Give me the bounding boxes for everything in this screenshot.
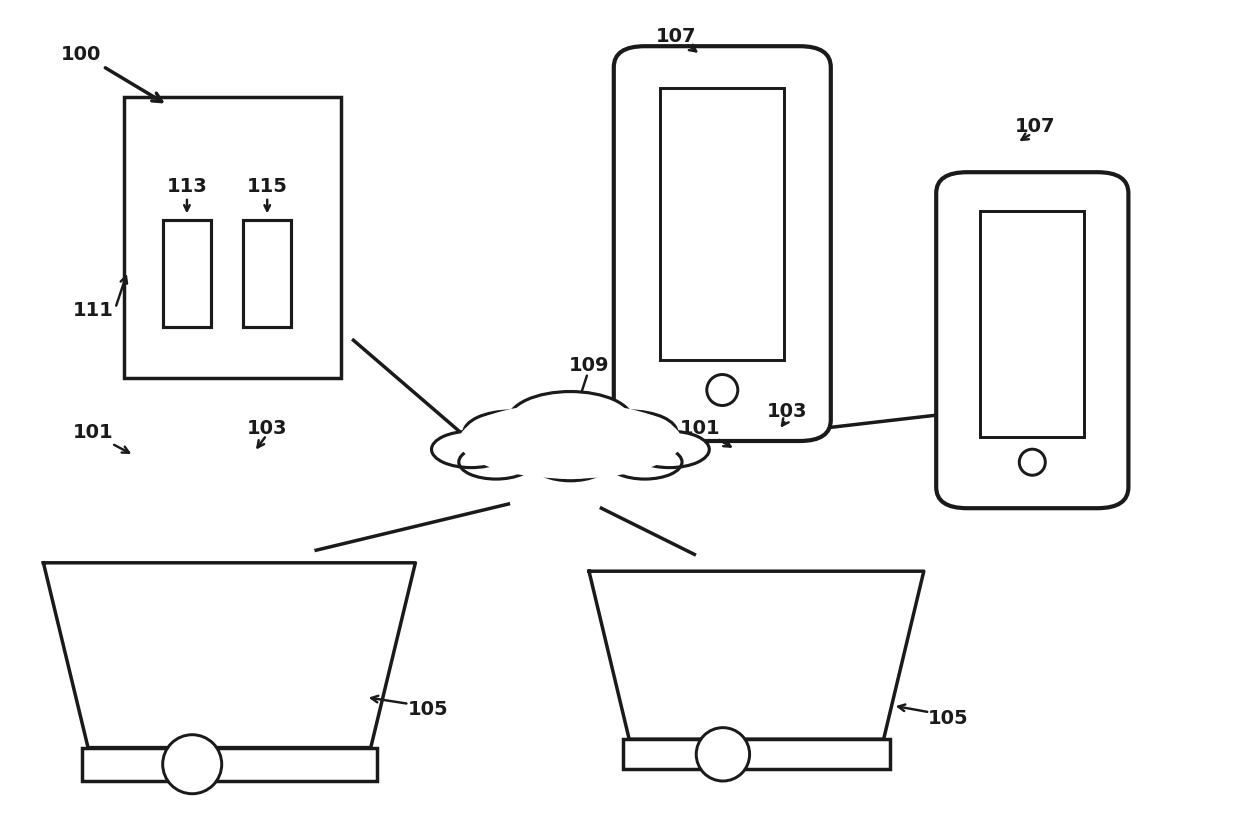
Ellipse shape (533, 447, 608, 480)
FancyBboxPatch shape (82, 748, 377, 781)
Text: 113: 113 (166, 177, 207, 197)
Text: 103: 103 (247, 419, 286, 438)
Polygon shape (43, 563, 415, 748)
Text: 109: 109 (569, 356, 609, 375)
Text: 101: 101 (681, 419, 720, 438)
Text: 115: 115 (247, 177, 288, 197)
Text: 100: 100 (61, 45, 100, 64)
Ellipse shape (583, 411, 677, 454)
Ellipse shape (562, 427, 649, 467)
Text: 107: 107 (656, 28, 696, 46)
FancyBboxPatch shape (622, 739, 890, 769)
Ellipse shape (508, 391, 632, 449)
FancyBboxPatch shape (936, 172, 1128, 508)
Ellipse shape (459, 403, 682, 479)
Ellipse shape (630, 431, 709, 468)
Polygon shape (589, 571, 924, 739)
Text: 105: 105 (929, 709, 968, 727)
FancyBboxPatch shape (614, 46, 831, 441)
Ellipse shape (1019, 449, 1045, 475)
FancyBboxPatch shape (124, 97, 341, 378)
Text: 103: 103 (768, 402, 807, 421)
Text: 105: 105 (408, 701, 448, 719)
Text: 111: 111 (73, 302, 113, 320)
FancyBboxPatch shape (243, 220, 291, 328)
Ellipse shape (432, 431, 511, 468)
FancyBboxPatch shape (660, 88, 784, 360)
Ellipse shape (608, 445, 682, 479)
Ellipse shape (162, 735, 222, 794)
FancyBboxPatch shape (164, 220, 211, 328)
Ellipse shape (707, 375, 738, 406)
Ellipse shape (696, 727, 750, 781)
Text: 107: 107 (1016, 117, 1055, 135)
FancyBboxPatch shape (980, 211, 1084, 437)
Ellipse shape (492, 427, 579, 467)
Ellipse shape (459, 445, 533, 479)
Ellipse shape (464, 411, 558, 454)
Text: 101: 101 (73, 423, 113, 442)
